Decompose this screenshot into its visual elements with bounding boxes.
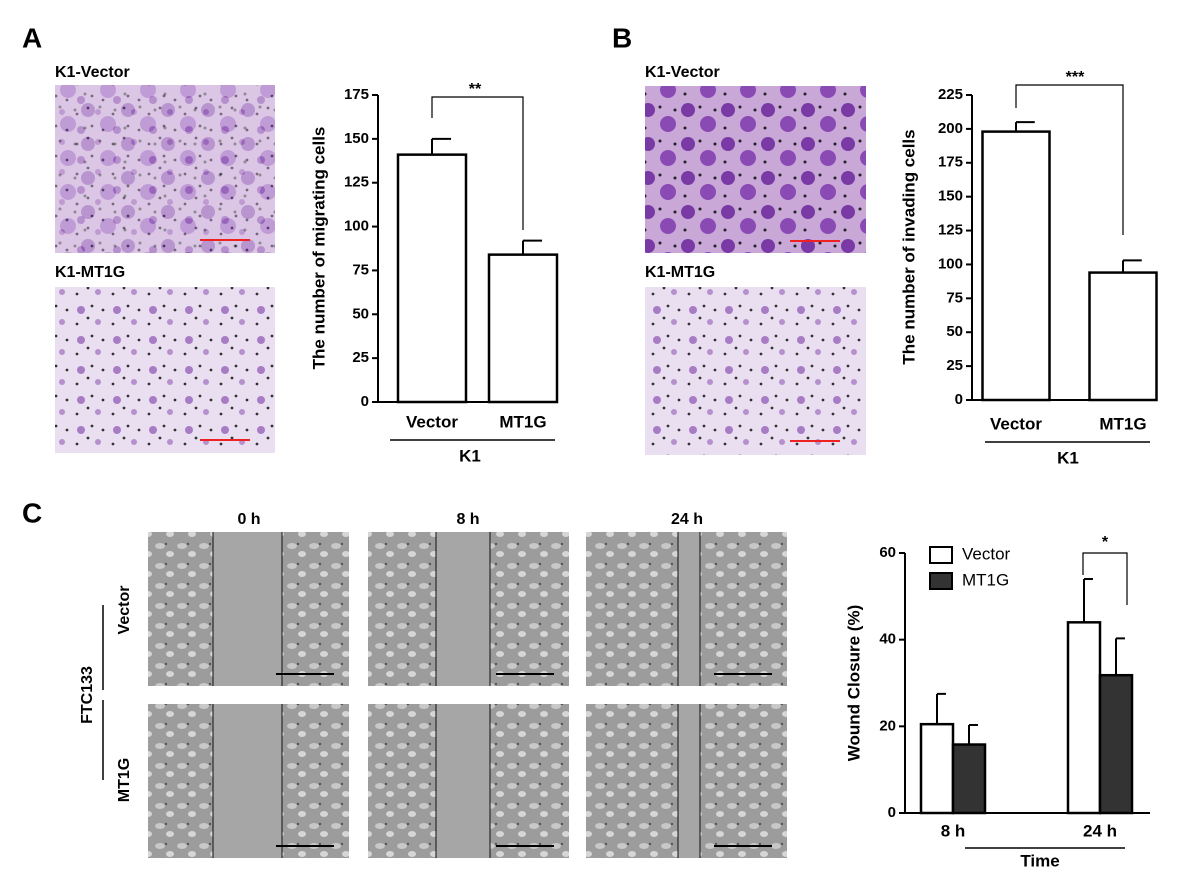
y-axis-label: The number of invading cells: [899, 129, 918, 364]
x-tick-label: Vector: [406, 412, 458, 431]
panel-letter: A: [22, 22, 42, 53]
y-tick-label: 40: [879, 631, 896, 648]
wound-gap: [213, 704, 282, 858]
error-bar: [1122, 259, 1142, 273]
error-bar: [522, 239, 543, 255]
column-header: 0 h: [237, 511, 260, 528]
image-label: K1-Vector: [645, 64, 720, 81]
y-tick-label: 75: [352, 261, 369, 278]
bar: [1066, 621, 1102, 815]
y-tick-label: 25: [946, 357, 963, 374]
wound-gap: [436, 704, 490, 858]
y-tick-label: 150: [344, 130, 369, 147]
wound-gap: [678, 704, 700, 858]
wound-gap: [213, 532, 282, 686]
error-bar: [431, 137, 452, 155]
y-tick-label: 0: [955, 391, 963, 408]
significance: **: [469, 81, 482, 98]
wound-gap: [436, 532, 490, 686]
bar: [396, 153, 468, 404]
x-tick-label: MT1G: [499, 412, 546, 431]
image-label: K1-Vector: [55, 64, 130, 81]
panel-c-images: [148, 532, 787, 858]
significance: ***: [1066, 69, 1085, 86]
bar: [1088, 271, 1158, 402]
image-label: K1-MT1G: [55, 264, 125, 281]
y-tick-label: 50: [352, 305, 369, 322]
y-tick-label: 25: [352, 349, 369, 366]
y-tick-label: 60: [879, 544, 896, 561]
bar: [1098, 673, 1134, 815]
y-tick-label: 100: [344, 218, 369, 235]
error-bar: [1015, 121, 1035, 132]
error-bar: [968, 724, 978, 745]
row-label: MT1G: [116, 758, 133, 802]
y-tick-label: 0: [361, 393, 369, 410]
row-label: Vector: [116, 586, 133, 635]
bar: [981, 130, 1051, 402]
y-tick-label: 125: [344, 174, 369, 191]
y-tick-label: 175: [938, 154, 963, 171]
y-tick-label: 50: [946, 323, 963, 340]
bar: [919, 722, 955, 815]
x-tick-label: Vector: [990, 414, 1042, 433]
legend-label: Vector: [962, 544, 1011, 563]
y-tick-label: 200: [938, 120, 963, 137]
significance-bracket: [1015, 84, 1124, 235]
panel-a-images: [55, 85, 275, 453]
significance-bracket: [1082, 552, 1128, 605]
error-bar: [1115, 637, 1125, 676]
image-label: K1-MT1G: [645, 264, 715, 281]
y-tick-label: 125: [938, 222, 963, 239]
panel-b-images: [645, 86, 866, 455]
group-label: FTC133: [79, 666, 96, 724]
y-tick-label: 175: [344, 86, 369, 103]
legend-swatch: [929, 546, 953, 564]
significance-bracket: [431, 96, 524, 230]
error-bar: [936, 692, 946, 725]
x-tick-label: 24 h: [1083, 821, 1117, 840]
bar: [487, 253, 559, 404]
x-axis-label: K1: [1057, 448, 1079, 467]
y-tick-label: 20: [879, 717, 896, 734]
x-tick-label: MT1G: [1099, 414, 1146, 433]
panel-letter: B: [612, 22, 632, 53]
y-tick-label: 75: [946, 289, 963, 306]
legend-label: MT1G: [962, 570, 1009, 589]
y-tick-label: 0: [888, 804, 896, 821]
y-tick-label: 100: [938, 255, 963, 272]
column-header: 8 h: [456, 511, 479, 528]
panel-letter: C: [22, 497, 42, 528]
significance: *: [1102, 534, 1109, 551]
y-axis-label: Wound Closure (%): [844, 605, 863, 761]
x-tick-label: 8 h: [941, 821, 966, 840]
wound-gap: [678, 532, 700, 686]
y-tick-label: 225: [938, 86, 963, 103]
legend-swatch: [929, 572, 953, 590]
bar: [951, 743, 987, 815]
column-header: 24 h: [671, 511, 703, 528]
y-axis-label: The number of migrating cells: [309, 127, 328, 370]
error-bar: [1083, 578, 1093, 623]
y-tick-label: 150: [938, 188, 963, 205]
x-axis-label: K1: [459, 446, 481, 465]
x-axis-label: Time: [1020, 851, 1059, 870]
